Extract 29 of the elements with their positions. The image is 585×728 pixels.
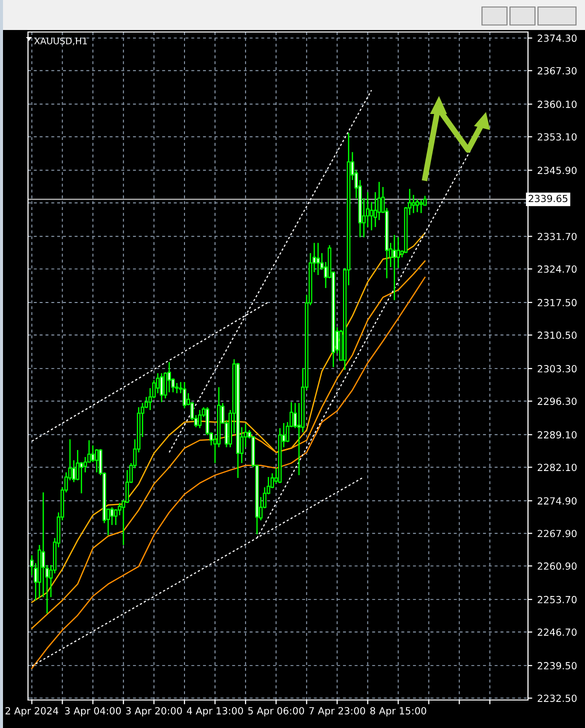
y-tick-label: 2303.30 (538, 365, 577, 372)
text: XAUUSD,H1 (34, 38, 87, 46)
y-tick-label: 2239.50 (538, 662, 577, 670)
x-tick-label: 7 Apr 23:00 (309, 707, 366, 716)
y-tick-label: 2324.70 (538, 265, 577, 273)
y-tick-label: 2296.30 (538, 398, 577, 405)
y-tick-label: 2246.70 (538, 628, 577, 636)
x-tick-label: 5 Apr 06:00 (248, 707, 304, 716)
y-tick-label: 2367.30 (538, 67, 577, 74)
y-tick-label: 2345.90 (538, 166, 577, 174)
y-tick-label: 2353.10 (538, 133, 577, 141)
y-tick-label: 2360.10 (538, 100, 577, 108)
ref-line-label: 2339.65 (528, 194, 568, 202)
x-tick-label: 8 Apr 15:00 (370, 707, 426, 716)
y-tick-label: 2331.70 (538, 232, 577, 240)
y-tick-label: 2374.30 (538, 34, 577, 42)
x-tick-label: 4 Apr 13:00 (186, 707, 243, 716)
x-tick-label: 2 Apr 2024 (6, 707, 58, 716)
y-tick-label: 2267.90 (538, 530, 577, 538)
y-tick-label: 2260.90 (538, 562, 577, 570)
y-tick-label: 2317.50 (538, 298, 577, 306)
y-tick-label: 2282.10 (538, 464, 577, 472)
x-tick-label: 3 Apr 04:00 (65, 707, 121, 716)
y-tick-label: 2289.10 (538, 431, 577, 438)
y-tick-label: 2253.70 (538, 596, 577, 604)
y-tick-label: 2274.90 (538, 497, 577, 505)
y-tick-label: 2232.50 (538, 694, 577, 702)
y-tick-label: 2310.50 (538, 332, 577, 339)
x-tick-label: 3 Apr 20:00 (126, 707, 182, 716)
